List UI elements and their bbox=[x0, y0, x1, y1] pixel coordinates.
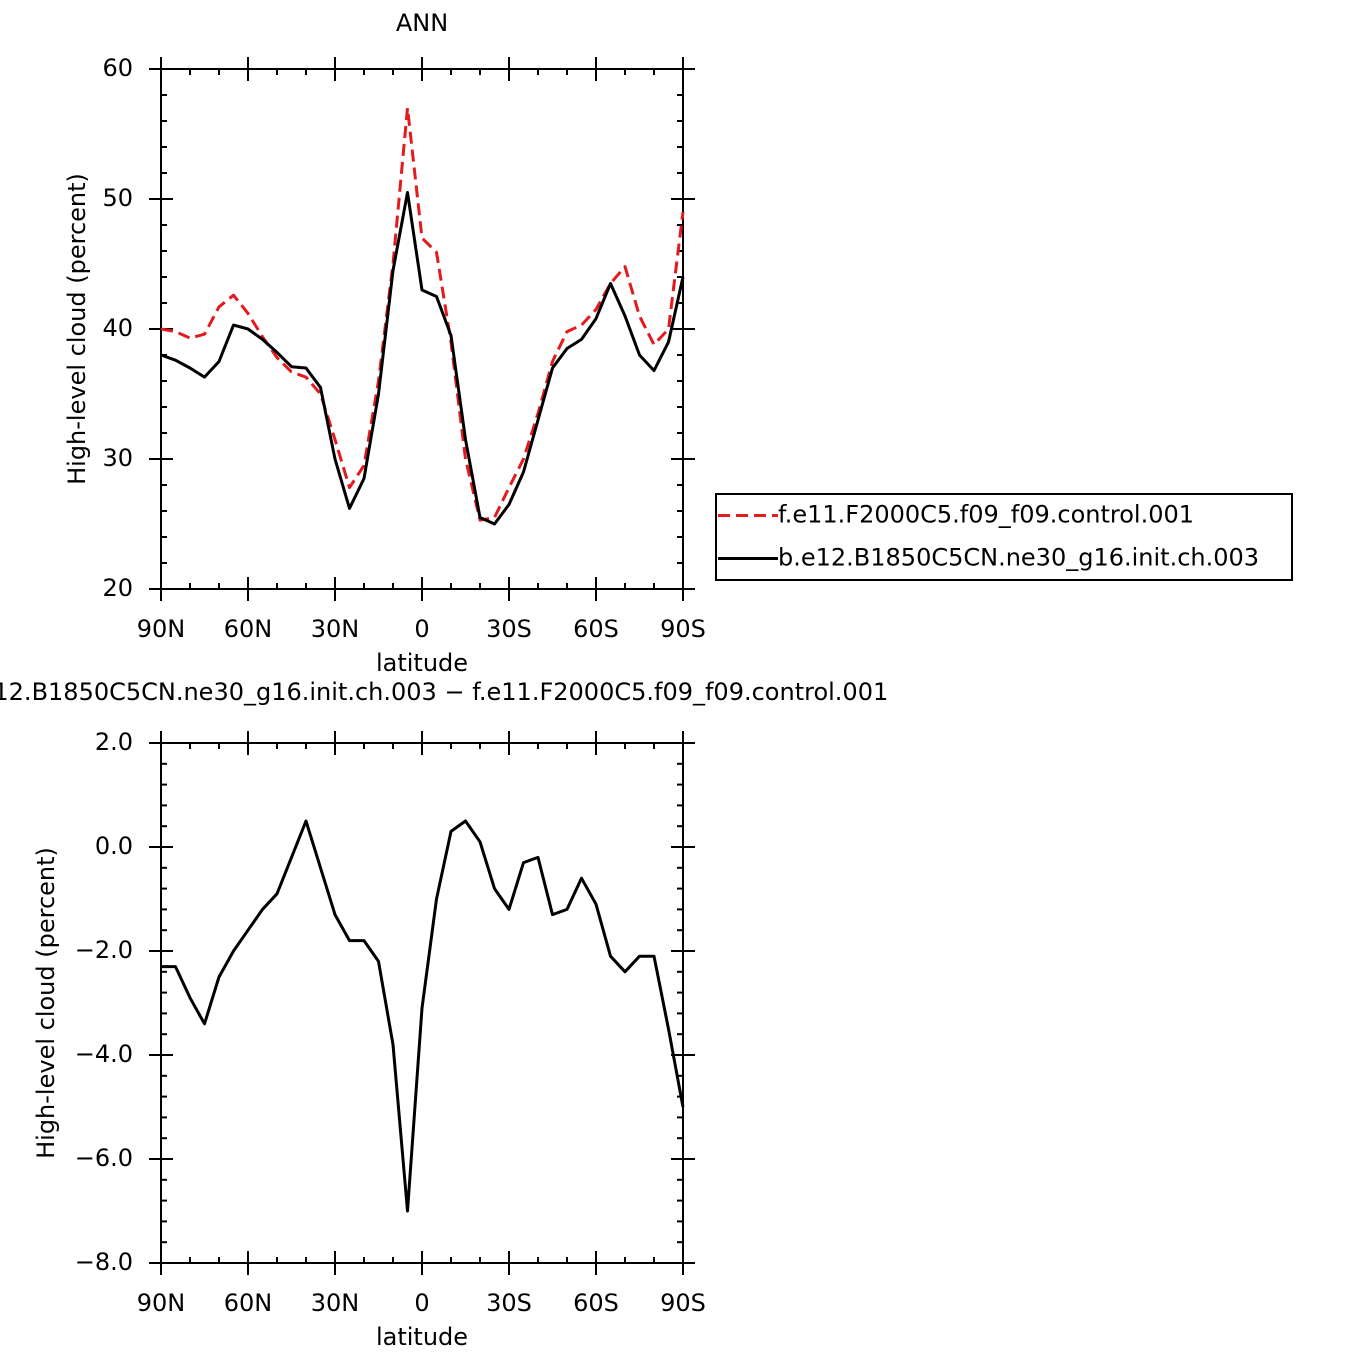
y-tick-label: 0.0 bbox=[95, 832, 133, 860]
data-line bbox=[161, 819, 685, 1213]
x-tick-label: 30S bbox=[486, 615, 532, 643]
y-tick-label: 60 bbox=[102, 54, 133, 82]
y-tick-label: −8.0 bbox=[75, 1248, 133, 1276]
y-tick-label: 40 bbox=[102, 314, 133, 342]
y-tick-label: −2.0 bbox=[75, 936, 133, 964]
y-tick-label: −6.0 bbox=[75, 1144, 133, 1172]
plot-frame bbox=[160, 742, 684, 1264]
y-tick-label: 50 bbox=[102, 184, 133, 212]
x-tick-label: 30N bbox=[311, 1289, 360, 1317]
data-line bbox=[160, 191, 685, 526]
x-tick-label: 90S bbox=[660, 615, 706, 643]
x-axis-label: latitude bbox=[376, 1323, 468, 1351]
x-tick-label: 60S bbox=[573, 615, 619, 643]
legend-label: b.e12.B1850C5CN.ne30_g16.init.ch.003 bbox=[778, 544, 1259, 572]
data-line bbox=[160, 106, 685, 522]
x-tick-label: 60N bbox=[224, 615, 273, 643]
x-tick-label: 0 bbox=[414, 1289, 429, 1317]
plot-frame bbox=[160, 68, 684, 590]
chart-title: ANN bbox=[396, 9, 448, 37]
y-tick-label: 20 bbox=[102, 574, 133, 602]
chart-title: b.e12.B1850C5CN.ne30_g16.init.ch.003 − f… bbox=[0, 678, 888, 706]
x-tick-label: 30S bbox=[486, 1289, 532, 1317]
x-axis-label: latitude bbox=[376, 649, 468, 677]
y-tick-label: −4.0 bbox=[75, 1040, 133, 1068]
x-tick-label: 60S bbox=[573, 1289, 619, 1317]
y-tick-label: 30 bbox=[102, 444, 133, 472]
x-tick-label: 90N bbox=[137, 615, 186, 643]
x-tick-label: 90S bbox=[660, 1289, 706, 1317]
legend-label: f.e11.F2000C5.f09_f09.control.001 bbox=[778, 501, 1194, 529]
x-tick-label: 0 bbox=[414, 615, 429, 643]
y-axis-label: High-level cloud (percent) bbox=[32, 847, 60, 1159]
legend: f.e11.F2000C5.f09_f09.control.001 b.e12.B… bbox=[715, 493, 1293, 581]
x-tick-label: 90N bbox=[137, 1289, 186, 1317]
legend-box bbox=[715, 493, 1293, 581]
y-axis-label: High-level cloud (percent) bbox=[63, 173, 91, 485]
x-tick-label: 60N bbox=[224, 1289, 273, 1317]
y-tick-label: 2.0 bbox=[95, 728, 133, 756]
x-tick-label: 30N bbox=[311, 615, 360, 643]
